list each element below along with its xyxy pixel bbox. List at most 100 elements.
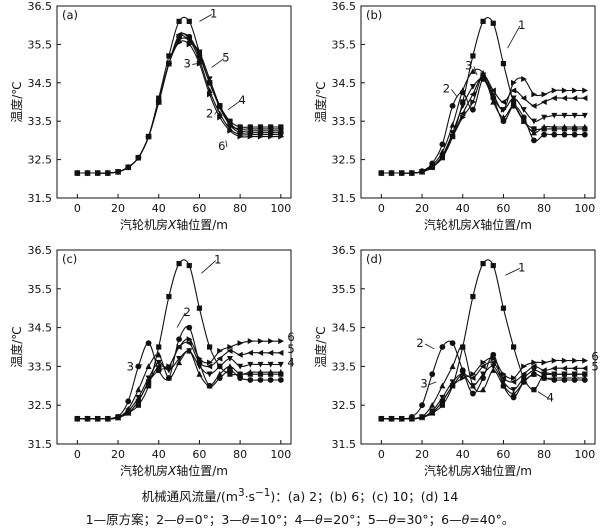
data-point <box>125 398 132 405</box>
curve-label: 1 <box>518 260 525 274</box>
data-point <box>541 131 548 138</box>
y-tick-label: 33.5 <box>332 360 357 373</box>
curve-label-leader <box>537 391 549 399</box>
x-axis-label-part: 轴位置/m <box>176 463 228 478</box>
caption-line-1-sup-2: −1 <box>255 486 271 499</box>
data-point <box>561 112 568 119</box>
x-tick-label: 40 <box>152 448 166 461</box>
series-6 <box>74 39 285 177</box>
data-point <box>582 357 589 364</box>
caption-part: =40°。 <box>469 512 515 527</box>
data-point <box>216 370 223 377</box>
data-point <box>257 338 264 345</box>
x-tick-label: 0 <box>378 202 385 215</box>
curve-label-leader <box>192 63 198 65</box>
data-point <box>571 374 578 381</box>
data-point <box>247 124 253 130</box>
data-point <box>581 123 588 130</box>
y-tick-label: 32.5 <box>332 399 357 412</box>
data-point <box>145 378 152 385</box>
caption-part: 1—原方案；2— <box>85 512 177 527</box>
data-point <box>581 131 588 138</box>
data-point <box>196 370 203 377</box>
data-point <box>166 60 173 67</box>
data-point <box>439 152 446 159</box>
data-point <box>74 415 81 422</box>
data-point <box>135 402 141 408</box>
y-axis-label: 温度/℃ <box>313 81 328 123</box>
data-point <box>510 378 517 385</box>
caption-part: θ <box>315 512 323 527</box>
y-axis-label: 温度/℃ <box>313 326 328 368</box>
data-point <box>409 415 416 422</box>
y-tick-label: 34.5 <box>28 322 53 335</box>
data-point <box>530 363 537 370</box>
series-3 <box>378 343 588 422</box>
data-point <box>490 355 497 362</box>
data-point <box>156 344 162 350</box>
curve-label: 6 <box>287 330 294 344</box>
y-tick-label: 33.5 <box>28 360 53 373</box>
data-point <box>541 114 548 121</box>
data-point <box>206 363 213 370</box>
x-tick-label: 100 <box>270 202 291 215</box>
series-4 <box>378 363 588 422</box>
data-point <box>561 371 568 378</box>
data-point <box>267 125 274 132</box>
data-point <box>449 340 456 347</box>
data-point <box>196 49 203 56</box>
x-tick-label: 60 <box>192 202 206 215</box>
data-point <box>145 340 152 347</box>
data-point <box>479 363 486 370</box>
data-point <box>268 124 274 130</box>
curve-label-leader <box>505 267 520 276</box>
data-point <box>459 103 466 110</box>
caption-line-1-suffix: )：(a) 2；(b) 6；(c) 10；(d) 14 <box>270 489 459 504</box>
data-point <box>206 371 213 378</box>
data-point <box>155 359 162 366</box>
series-2 <box>378 340 588 422</box>
data-point <box>268 133 274 140</box>
data-point <box>449 130 456 136</box>
data-point <box>135 398 142 405</box>
data-point <box>237 133 244 140</box>
data-point <box>207 359 213 366</box>
data-point <box>145 133 152 140</box>
data-point <box>541 359 548 366</box>
series-line <box>381 17 585 174</box>
data-point <box>511 375 517 382</box>
data-point <box>145 363 152 369</box>
data-point <box>571 365 578 372</box>
data-point <box>551 112 558 119</box>
x-tick-label: 60 <box>496 448 510 461</box>
data-point <box>571 123 578 130</box>
curve-label-leader <box>428 381 437 386</box>
data-point <box>278 338 285 345</box>
data-point <box>257 349 264 356</box>
data-point <box>561 87 568 94</box>
panel-label: (d) <box>366 252 382 266</box>
x-axis-label: 汽轮机房X轴位置/m <box>424 463 532 478</box>
data-point <box>388 170 395 177</box>
data-point <box>257 133 264 140</box>
series-5 <box>74 31 284 177</box>
caption-part: θ <box>461 512 470 527</box>
data-point <box>530 102 537 109</box>
data-point <box>470 99 477 105</box>
y-tick-label: 35.5 <box>28 38 53 51</box>
data-point <box>176 336 182 343</box>
data-point <box>449 121 456 128</box>
data-point <box>247 377 254 383</box>
data-point <box>490 359 496 366</box>
data-point <box>470 106 476 113</box>
caption-line-2: 1—原方案；2—θ=0°；3—θ=10°；4—θ=20°；5—θ=30°；6—θ… <box>0 509 600 528</box>
data-point <box>500 305 507 311</box>
data-point <box>247 349 253 356</box>
y-tick-label: 34.5 <box>332 77 357 90</box>
data-point <box>530 370 537 377</box>
data-point <box>531 91 538 98</box>
x-tick-label: 40 <box>152 202 166 215</box>
data-point <box>237 370 244 377</box>
data-point <box>216 355 223 362</box>
y-tick-label: 32.5 <box>28 399 53 412</box>
